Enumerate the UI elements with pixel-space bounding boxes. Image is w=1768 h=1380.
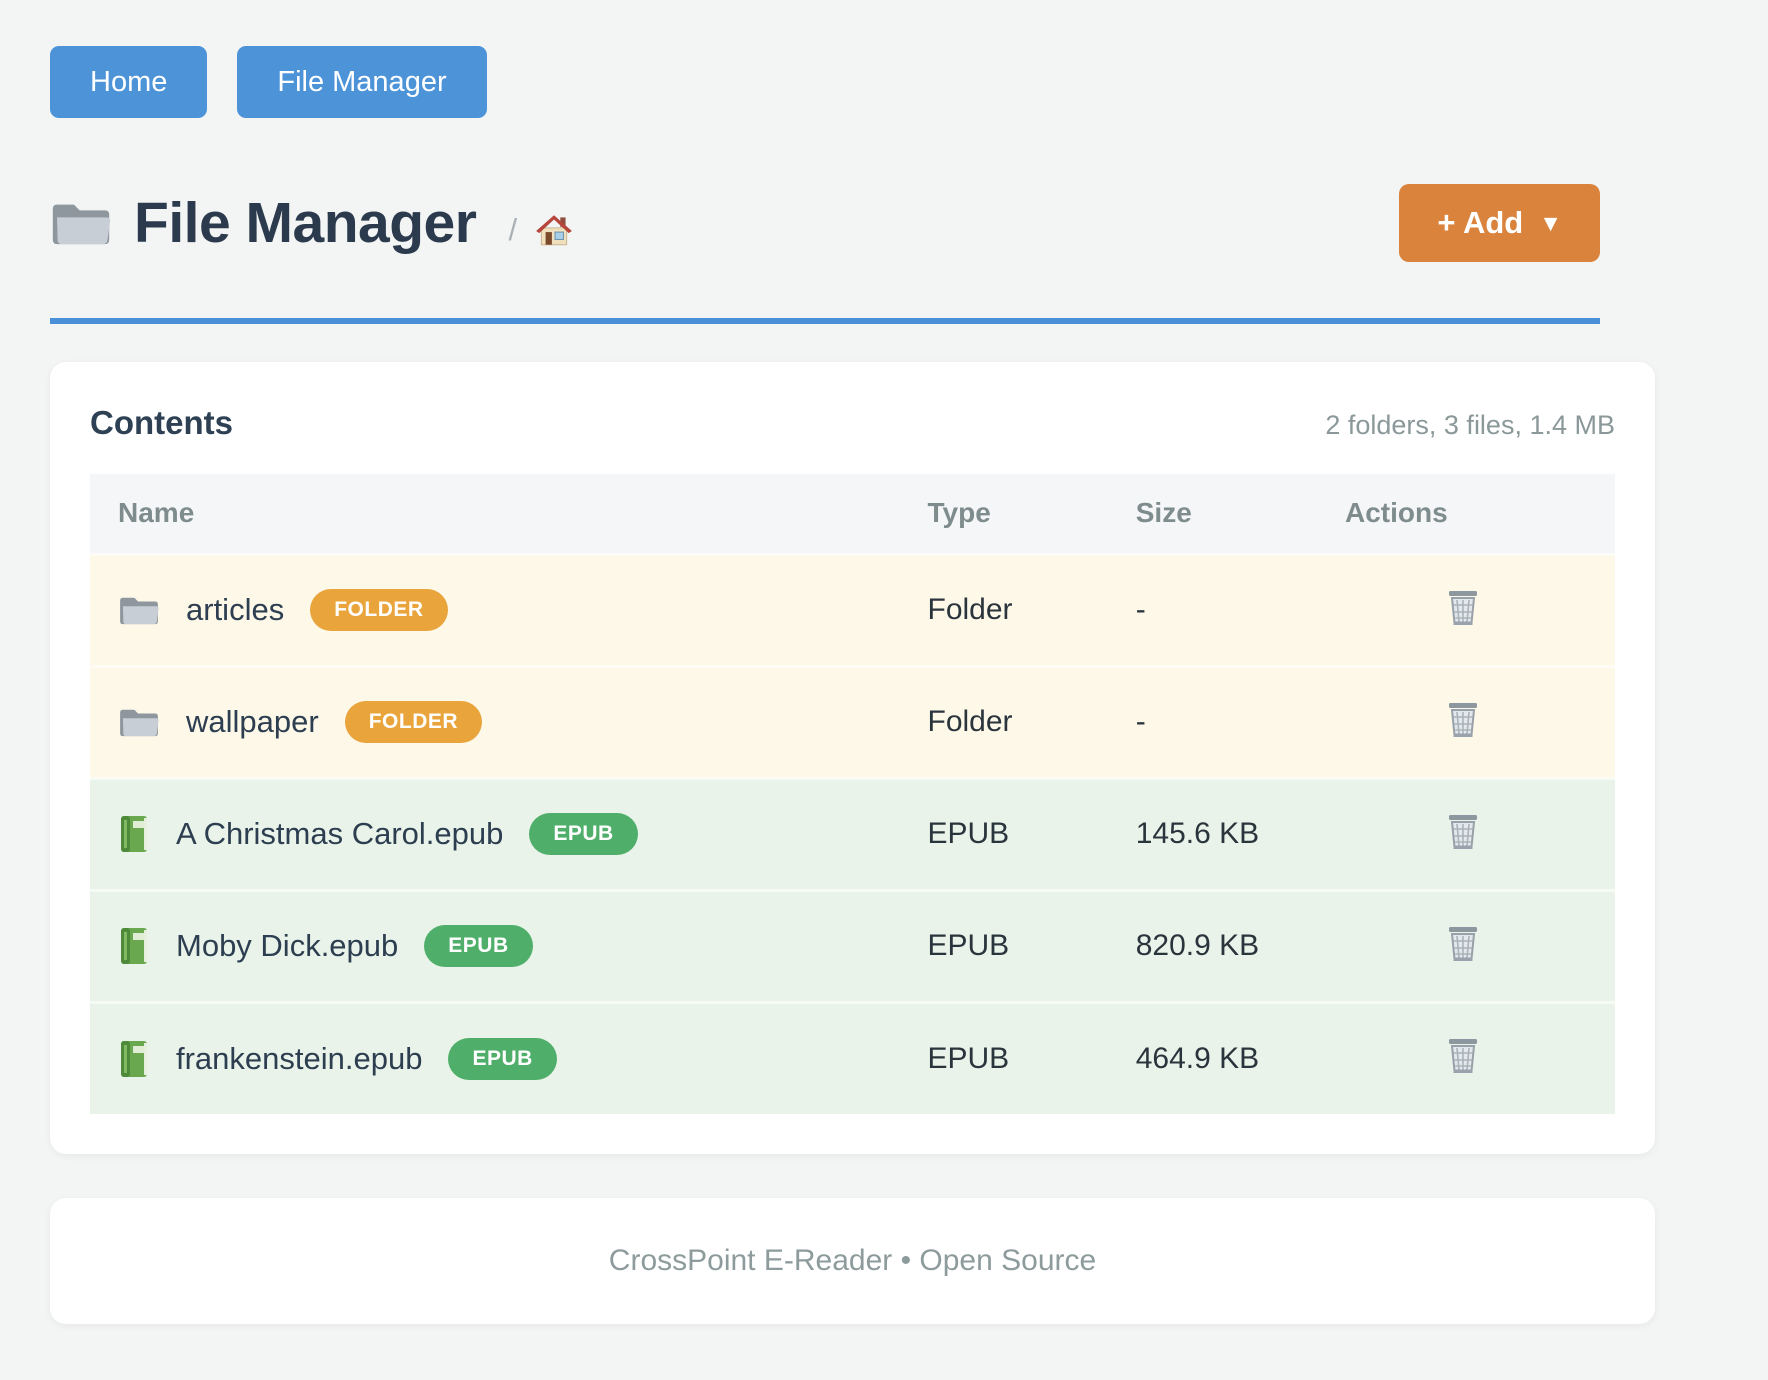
contents-card-header: Contents 2 folders, 3 files, 1.4 MB [90,404,1615,442]
caret-down-icon: ▼ [1539,209,1562,236]
file-type: EPUB [852,888,1051,1002]
add-button[interactable]: + Add ▼ [1399,184,1600,262]
file-size: - [1050,552,1310,666]
file-name: articles [186,592,285,627]
file-table-body: articles FOLDER Folder - [90,552,1615,1114]
file-name-cell[interactable]: Moby Dick.epub EPUB [90,888,853,1002]
file-name: wallpaper [186,704,319,739]
trash-icon [1448,702,1477,737]
footer-card: CrossPoint E-Reader • Open Source [50,1198,1655,1324]
page-title: File Manager [134,191,477,255]
folder-icon [120,709,159,737]
file-type-badge: EPUB [424,925,533,967]
file-name: frankenstein.epub [176,1040,423,1076]
green-book-icon [121,928,147,964]
table-row[interactable]: wallpaper FOLDER Folder - [90,664,1615,778]
contents-summary: 2 folders, 3 files, 1.4 MB [1325,410,1615,440]
file-table: Name Type Size Actions [90,474,1615,1114]
file-type-badge: EPUB [529,813,638,855]
file-actions-cell [1310,1000,1615,1114]
table-row[interactable]: frankenstein.epub EPUB EPUB 464.9 KB [90,1000,1615,1114]
file-size: 820.9 KB [1050,888,1310,1002]
column-header-name: Name [90,474,853,554]
breadcrumb-separator: / [508,212,518,247]
trash-icon [1448,590,1477,625]
file-size: 464.9 KB [1050,1000,1310,1114]
file-name-cell[interactable]: A Christmas Carol.epub EPUB [90,776,853,890]
file-actions-cell [1310,664,1615,778]
file-name: A Christmas Carol.epub [176,816,504,851]
delete-button[interactable] [1445,812,1481,852]
file-manager-nav-button[interactable]: File Manager [237,46,487,118]
file-type: EPUB [852,1000,1051,1114]
folder-icon [120,597,159,625]
green-book-icon [121,1040,147,1077]
folder-icon [52,204,111,245]
file-actions-cell [1310,552,1615,666]
file-name-cell[interactable]: wallpaper FOLDER [90,664,853,778]
green-book-icon [121,816,147,852]
column-header-actions: Actions [1310,474,1615,554]
delete-button[interactable] [1445,924,1481,964]
file-type: Folder [852,664,1051,778]
trash-icon [1448,926,1477,961]
breadcrumb: / [508,209,575,251]
table-header-row: Name Type Size Actions [90,474,1615,554]
home-nav-button[interactable]: Home [50,46,208,118]
table-row[interactable]: articles FOLDER Folder - [90,552,1615,666]
title-divider [50,318,1600,324]
breadcrumb-home-link[interactable] [533,209,575,251]
delete-button[interactable] [1445,700,1481,740]
house-icon [536,215,572,246]
file-name-cell[interactable]: articles FOLDER [90,552,853,666]
delete-button[interactable] [1445,1036,1481,1076]
file-type-badge: EPUB [448,1037,557,1080]
table-row[interactable]: A Christmas Carol.epub EPUB EPUB 145.6 K… [90,776,1615,890]
add-button-label: + Add [1437,205,1524,240]
delete-button[interactable] [1445,588,1481,628]
file-type-badge: FOLDER [310,589,448,631]
file-actions-cell [1310,888,1615,1002]
file-type-badge: FOLDER [344,701,483,743]
file-actions-cell [1310,776,1615,890]
table-row[interactable]: Moby Dick.epub EPUB EPUB 820.9 KB [90,888,1615,1002]
column-header-size: Size [1050,474,1310,554]
page-header: File Manager / + Add ▼ [50,184,1600,262]
file-size: - [1050,664,1310,778]
contents-card: Contents 2 folders, 3 files, 1.4 MB Name… [50,362,1655,1154]
title-group: File Manager / [50,190,575,256]
column-header-type: Type [852,474,1051,554]
footer-text: CrossPoint E-Reader • Open Source [608,1244,1097,1277]
trash-icon [1448,814,1477,849]
trash-icon [1448,1039,1477,1074]
file-type: Folder [852,552,1051,666]
file-type: EPUB [852,776,1051,890]
file-name: Moby Dick.epub [176,928,399,963]
contents-heading: Contents [90,404,233,441]
top-nav: Home File Manager [50,46,1768,118]
file-name-cell[interactable]: frankenstein.epub EPUB [90,1000,853,1114]
file-size: 145.6 KB [1050,776,1310,890]
